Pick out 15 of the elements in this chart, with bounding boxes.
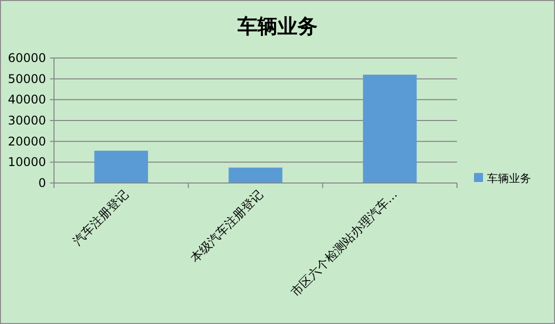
y-tick-label: 60000 (8, 51, 46, 65)
y-tick-label: 10000 (8, 155, 46, 170)
y-tick-label: 50000 (8, 72, 46, 86)
y-tick-label: 30000 (8, 114, 46, 128)
y-tick-label: 0 (38, 176, 46, 190)
y-tick-label: 40000 (8, 92, 46, 107)
legend-label: 车辆业务 (487, 172, 531, 185)
y-tick-label: 20000 (8, 134, 46, 148)
x-tick-label: 汽车注册登记 (70, 187, 132, 248)
bar (94, 150, 148, 183)
x-tick-label: 市区六个检测站办理汽车… (288, 187, 400, 299)
bar (362, 74, 417, 183)
x-tick-label: 本级汽车注册登记 (188, 187, 266, 266)
chart-title: 车辆业务 (236, 14, 318, 38)
bar (228, 168, 282, 183)
